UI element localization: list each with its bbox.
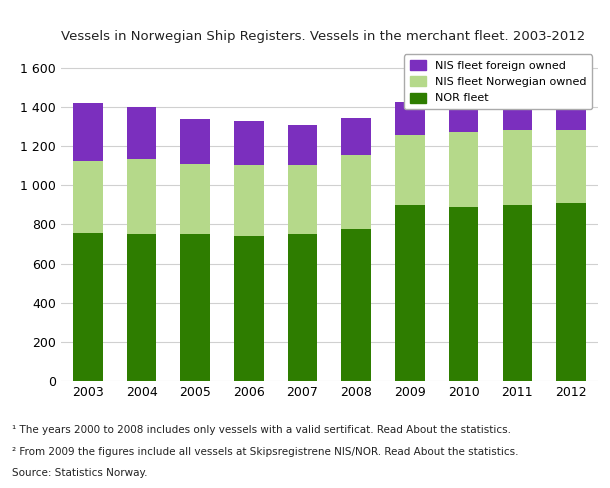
Bar <box>449 107 478 132</box>
Bar <box>181 234 210 381</box>
Bar <box>73 103 102 161</box>
Bar <box>127 159 156 234</box>
Bar <box>181 119 210 164</box>
Bar <box>234 165 264 236</box>
Bar <box>181 164 210 234</box>
Bar <box>234 121 264 165</box>
Bar <box>342 229 371 381</box>
Text: Source: Statistics Norway.: Source: Statistics Norway. <box>12 468 148 478</box>
Bar <box>288 124 317 164</box>
Bar <box>503 107 532 130</box>
Bar <box>503 130 532 205</box>
Bar <box>395 135 425 205</box>
Bar <box>288 164 317 234</box>
Bar <box>449 132 478 207</box>
Bar <box>73 233 102 381</box>
Bar <box>73 161 102 233</box>
Bar <box>503 205 532 381</box>
Bar <box>556 203 586 381</box>
Bar <box>395 102 425 135</box>
Bar <box>556 108 586 130</box>
Bar <box>449 207 478 381</box>
Text: ¹ The years 2000 to 2008 includes only vessels with a valid sertificat. Read Abo: ¹ The years 2000 to 2008 includes only v… <box>12 425 511 434</box>
Bar <box>395 205 425 381</box>
Bar <box>127 107 156 159</box>
Bar <box>127 234 156 381</box>
Bar <box>342 155 371 229</box>
Bar <box>288 234 317 381</box>
Bar <box>342 118 371 155</box>
Bar <box>556 130 586 203</box>
Bar <box>234 236 264 381</box>
Legend: NIS fleet foreign owned, NIS fleet Norwegian owned, NOR fleet: NIS fleet foreign owned, NIS fleet Norwe… <box>404 54 592 109</box>
Text: Vessels in Norwegian Ship Registers. Vessels in the merchant fleet. 2003-2012: Vessels in Norwegian Ship Registers. Ves… <box>61 30 585 43</box>
Text: ² From 2009 the figures include all vessels at Skipsregistrene NIS/NOR. Read Abo: ² From 2009 the figures include all vess… <box>12 447 518 456</box>
